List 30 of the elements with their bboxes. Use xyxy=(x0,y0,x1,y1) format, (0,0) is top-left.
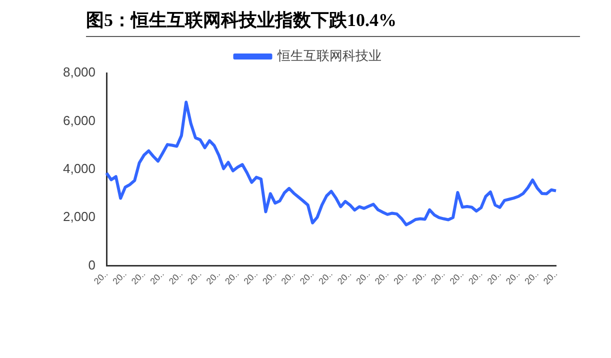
x-tick-label: 20.. xyxy=(223,268,241,286)
x-tick-label: 20.. xyxy=(466,268,484,286)
x-tick-label: 20.. xyxy=(335,268,354,286)
x-tick-label: 20.. xyxy=(110,268,128,286)
x-tick-label: 20.. xyxy=(129,268,148,286)
y-tick-label: 6,000 xyxy=(62,112,96,128)
x-tick-label: 20.. xyxy=(485,268,503,286)
x-tick-label: 20.. xyxy=(522,268,540,286)
y-tick-label: 4,000 xyxy=(62,160,96,176)
x-tick-label: 20.. xyxy=(429,268,447,286)
x-tick-label: 20.. xyxy=(541,268,560,286)
x-tick-label: 20.. xyxy=(316,268,334,286)
y-tick-label: 2,000 xyxy=(62,209,96,224)
x-tick-label: 20.. xyxy=(354,268,372,286)
x-tick-label: 20.. xyxy=(186,268,204,286)
x-tick-label: 20.. xyxy=(410,268,428,286)
x-tick-label: 20.. xyxy=(298,268,316,286)
x-tick-label: 20.. xyxy=(260,268,278,286)
chart-title: 图5：恒生互联网科技业指数下跌10.4% xyxy=(86,8,580,37)
y-tick-label: 8,000 xyxy=(62,64,96,80)
x-tick-label: 20.. xyxy=(504,268,522,286)
x-tick-label: 20.. xyxy=(166,268,185,286)
x-tick-label: 20.. xyxy=(392,268,410,286)
x-tick-label: 20.. xyxy=(448,268,466,286)
x-tick-label: 20.. xyxy=(372,268,391,286)
x-tick-label: 20.. xyxy=(148,268,166,286)
x-tick-label: 20.. xyxy=(242,268,260,286)
x-tick-label: 20.. xyxy=(279,268,297,286)
legend-label: 恒生互联网科技业 xyxy=(276,48,382,64)
x-tick-label: 20.. xyxy=(204,268,222,286)
